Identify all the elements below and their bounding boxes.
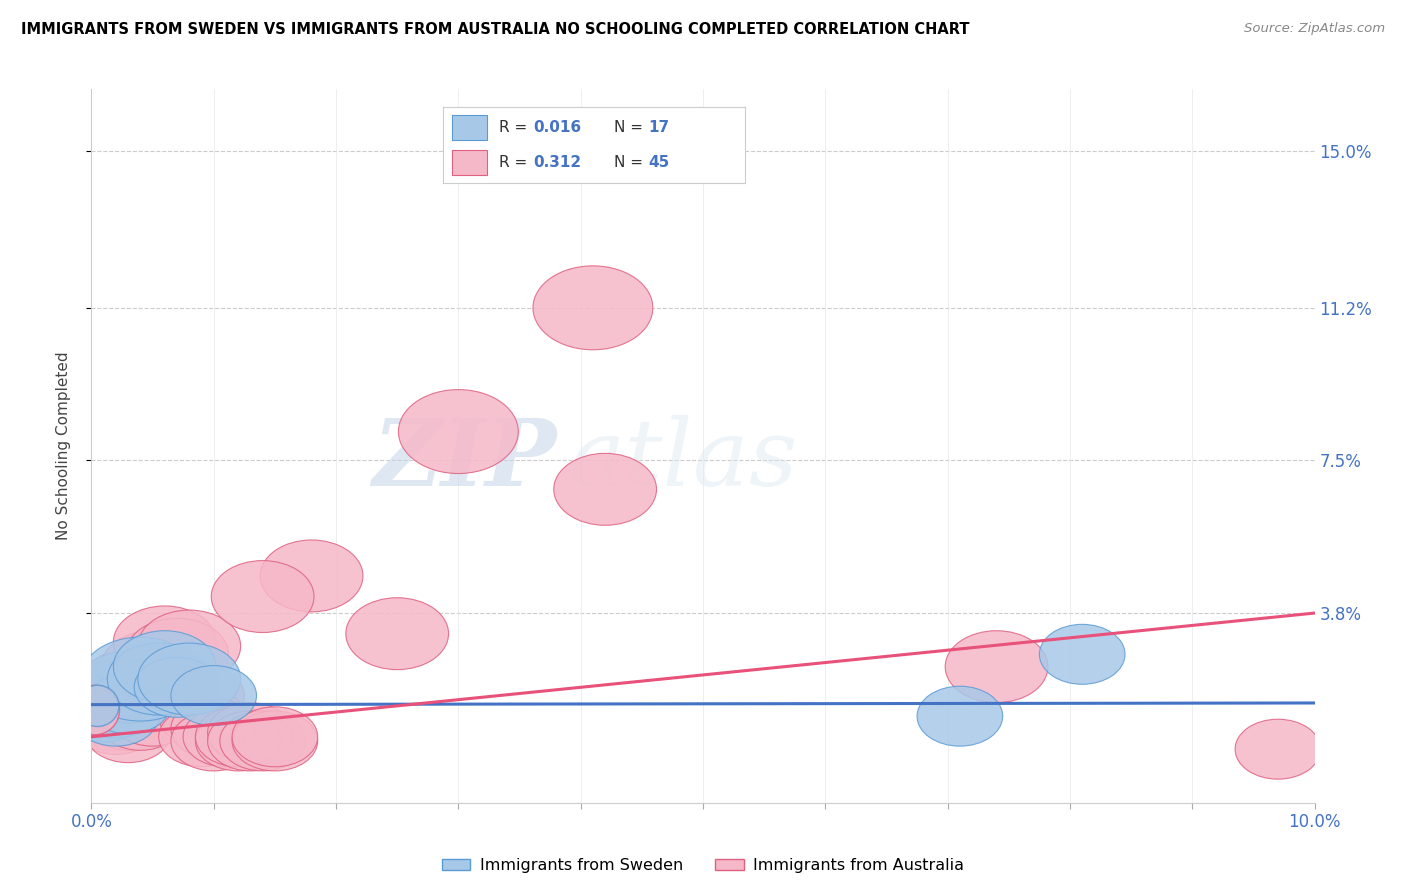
Ellipse shape [86,649,172,709]
Ellipse shape [80,637,200,721]
Ellipse shape [97,678,183,738]
Ellipse shape [52,686,138,746]
Ellipse shape [65,659,167,731]
Legend: Immigrants from Sweden, Immigrants from Australia: Immigrants from Sweden, Immigrants from … [436,852,970,880]
Ellipse shape [232,711,318,771]
Ellipse shape [138,643,240,715]
Ellipse shape [97,657,183,717]
Ellipse shape [73,686,159,746]
Ellipse shape [260,540,363,612]
Ellipse shape [101,631,204,703]
Ellipse shape [60,673,146,734]
Text: Source: ZipAtlas.com: Source: ZipAtlas.com [1244,22,1385,36]
Ellipse shape [208,703,294,763]
Text: 0.312: 0.312 [534,155,582,169]
Ellipse shape [97,690,183,750]
Text: ZIP: ZIP [373,416,557,505]
Ellipse shape [60,682,146,742]
Ellipse shape [945,631,1047,703]
Ellipse shape [134,657,219,717]
Text: R =: R = [499,120,531,135]
Text: N =: N = [613,155,648,169]
Ellipse shape [67,673,153,734]
Ellipse shape [195,706,281,767]
Ellipse shape [159,665,245,725]
Ellipse shape [73,678,159,738]
Ellipse shape [76,685,120,726]
Ellipse shape [73,695,159,755]
Ellipse shape [107,643,209,715]
Ellipse shape [122,649,208,709]
Ellipse shape [114,631,217,703]
Ellipse shape [211,560,314,632]
Ellipse shape [554,453,657,525]
Ellipse shape [1234,719,1320,779]
Ellipse shape [86,673,172,734]
Ellipse shape [125,618,228,690]
Ellipse shape [67,690,153,750]
Ellipse shape [134,657,219,717]
Ellipse shape [172,711,256,771]
Ellipse shape [172,698,256,758]
Text: 0.016: 0.016 [534,120,582,135]
Text: IMMIGRANTS FROM SWEDEN VS IMMIGRANTS FROM AUSTRALIA NO SCHOOLING COMPLETED CORRE: IMMIGRANTS FROM SWEDEN VS IMMIGRANTS FRO… [21,22,970,37]
Ellipse shape [138,610,240,682]
Text: 45: 45 [648,155,669,169]
Ellipse shape [195,711,281,771]
Text: R =: R = [499,155,531,169]
Ellipse shape [59,673,143,734]
Ellipse shape [77,651,180,723]
Ellipse shape [60,678,146,738]
Ellipse shape [398,390,519,474]
Text: atlas: atlas [568,416,799,505]
Ellipse shape [232,706,318,767]
Ellipse shape [73,686,159,746]
Ellipse shape [917,686,1002,746]
Ellipse shape [110,686,195,746]
Ellipse shape [86,703,172,763]
Ellipse shape [183,706,269,767]
Ellipse shape [86,690,172,750]
Ellipse shape [70,685,120,735]
Ellipse shape [159,686,245,746]
Ellipse shape [1039,624,1125,684]
FancyBboxPatch shape [451,150,486,175]
Ellipse shape [159,706,245,767]
Ellipse shape [208,711,294,771]
Ellipse shape [73,673,159,734]
Ellipse shape [110,665,195,725]
Ellipse shape [533,266,652,350]
Text: 17: 17 [648,120,669,135]
Ellipse shape [346,598,449,670]
Ellipse shape [172,665,256,725]
Ellipse shape [79,662,165,722]
FancyBboxPatch shape [451,115,486,140]
Text: N =: N = [613,120,648,135]
Ellipse shape [67,665,153,725]
Y-axis label: No Schooling Completed: No Schooling Completed [56,351,70,541]
Ellipse shape [86,673,172,734]
Ellipse shape [219,711,305,771]
Ellipse shape [114,606,217,678]
Ellipse shape [55,676,141,736]
